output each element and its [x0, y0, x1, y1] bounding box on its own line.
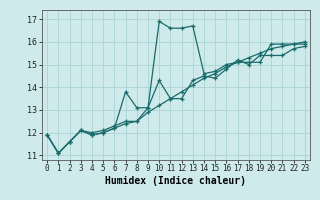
- X-axis label: Humidex (Indice chaleur): Humidex (Indice chaleur): [106, 176, 246, 186]
